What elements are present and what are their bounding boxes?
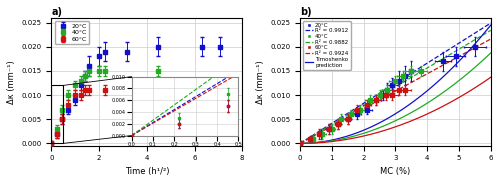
Y-axis label: Δκ (mm⁻¹): Δκ (mm⁻¹) (7, 60, 16, 104)
Y-axis label: Δκ (mm⁻¹): Δκ (mm⁻¹) (256, 60, 264, 104)
Legend: 20°C, 40°C, 60°C: 20°C, 40°C, 60°C (54, 21, 90, 44)
Text: b): b) (300, 7, 312, 17)
X-axis label: Time (h¹/²): Time (h¹/²) (124, 167, 169, 176)
Bar (52, 85, 64, 143)
Legend: 20°C, R² = 0.9912, 40°C, R² = 0.9882, 60°C, R² = 0.9924, Timoshenko
prediction: 20°C, R² = 0.9912, 40°C, R² = 0.9882, 60… (303, 20, 350, 70)
Text: a): a) (52, 7, 62, 17)
X-axis label: MC (%): MC (%) (380, 167, 410, 176)
